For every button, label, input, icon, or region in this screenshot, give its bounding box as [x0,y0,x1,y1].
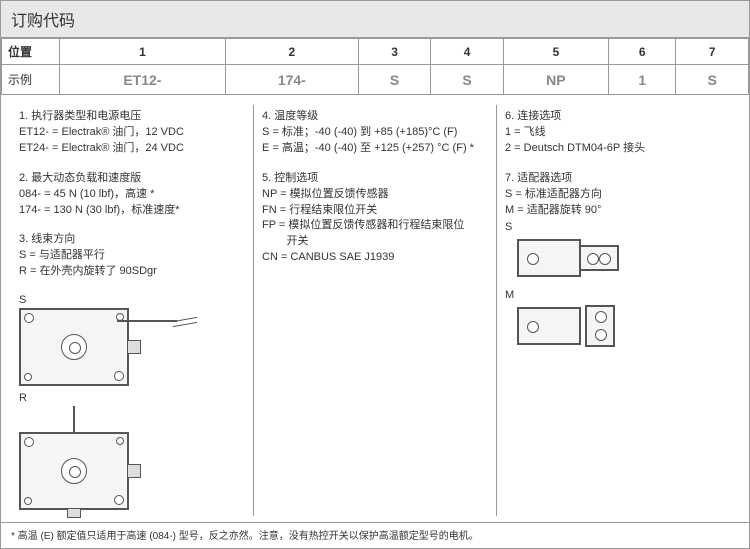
col-1: 1 [60,39,226,65]
example-7: S [676,65,749,95]
position-label: 位置 [2,39,60,65]
section-1-line1: ET12- = Electrak® 油门，12 VDC [19,125,245,140]
example-1: ET12- [60,65,226,95]
column-2: 4. 温度等级 S = 标准；-40 (-40) 到 +85 (+185)°C … [254,105,497,516]
page-title: 订购代码 [1,1,749,38]
ordering-code-sheet: 订购代码 位置 1 2 3 4 5 6 7 示例 ET12- 174- S S … [0,0,750,549]
col-3: 3 [358,39,430,65]
adapter-s-label: S [505,221,731,233]
body-columns: 1. 执行器类型和电源电压 ET12- = Electrak® 油门，12 VD… [1,95,749,522]
ordering-header-table: 位置 1 2 3 4 5 6 7 示例 ET12- 174- S S NP 1 … [1,38,749,95]
section-5-line3: FP = 模拟位置反馈传感器和行程结束限位 [262,218,488,233]
section-5-line4: CN = CANBUS SAE J1939 [262,250,488,265]
example-row: 示例 ET12- 174- S S NP 1 S [2,65,749,95]
example-6: 1 [609,65,676,95]
section-2-line2: 174- = 130 N (30 lbf)，标准速度* [19,203,245,218]
section-5-line3b: 开关 [262,234,488,249]
wire-icon [117,320,177,322]
column-1: 1. 执行器类型和电源电压 ET12- = Electrak® 油门，12 VD… [11,105,254,516]
section-1-title: 1. 执行器类型和电源电压 [19,107,245,123]
section-7-line1: S = 标准适配器方向 [505,187,731,202]
section-6-line2: 2 = Deutsch DTM04-6P 接头 [505,141,731,156]
section-5-line2: FN = 行程结束限位开关 [262,203,488,218]
footnote: * 高温 (E) 额定值只适用于高速 (084-) 型号，反之亦然。注意，没有热… [1,522,749,548]
section-6-line1: 1 = 飞线 [505,125,731,140]
wire-icon [73,406,75,434]
section-5-title: 5. 控制选项 [262,169,488,185]
position-row: 位置 1 2 3 4 5 6 7 [2,39,749,65]
example-5: NP [503,65,608,95]
section-6-title: 6. 连接选项 [505,107,731,123]
diagram-r-label: R [19,392,245,404]
section-4-title: 4. 温度等级 [262,107,488,123]
section-4-line1: S = 标准；-40 (-40) 到 +85 (+185)°C (F) [262,125,488,140]
section-3-line2: R = 在外壳内旋转了 90SDgr [19,264,245,279]
col-2: 2 [225,39,358,65]
section-7-title: 7. 适配器选项 [505,169,731,185]
section-4-line2: E = 高温；-40 (-40) 至 +125 (+257) °C (F) * [262,141,488,156]
column-3: 6. 连接选项 1 = 飞线 2 = Deutsch DTM04-6P 接头 7… [497,105,739,516]
example-2: 174- [225,65,358,95]
example-4: S [431,65,503,95]
adapter-m-label: M [505,289,731,301]
example-3: S [358,65,430,95]
col-5: 5 [503,39,608,65]
harness-r-diagram [19,432,129,510]
section-2-line1: 084- = 45 N (10 lbf)，高速 * [19,187,245,202]
col-6: 6 [609,39,676,65]
adapter-s-diagram [505,235,625,281]
diagram-s-label: S [19,294,245,306]
adapter-m-diagram [505,303,625,349]
section-3-title: 3. 线束方向 [19,230,245,246]
col-4: 4 [431,39,503,65]
section-7-line2: M = 适配器旋转 90° [505,203,731,218]
section-5-line1: NP = 模拟位置反馈传感器 [262,187,488,202]
harness-s-diagram [19,308,129,386]
col-7: 7 [676,39,749,65]
section-2-title: 2. 最大动态负载和速度版 [19,169,245,185]
example-label: 示例 [2,65,60,95]
section-3-line1: S = 与适配器平行 [19,248,245,263]
section-1-line2: ET24- = Electrak® 油门，24 VDC [19,141,245,156]
